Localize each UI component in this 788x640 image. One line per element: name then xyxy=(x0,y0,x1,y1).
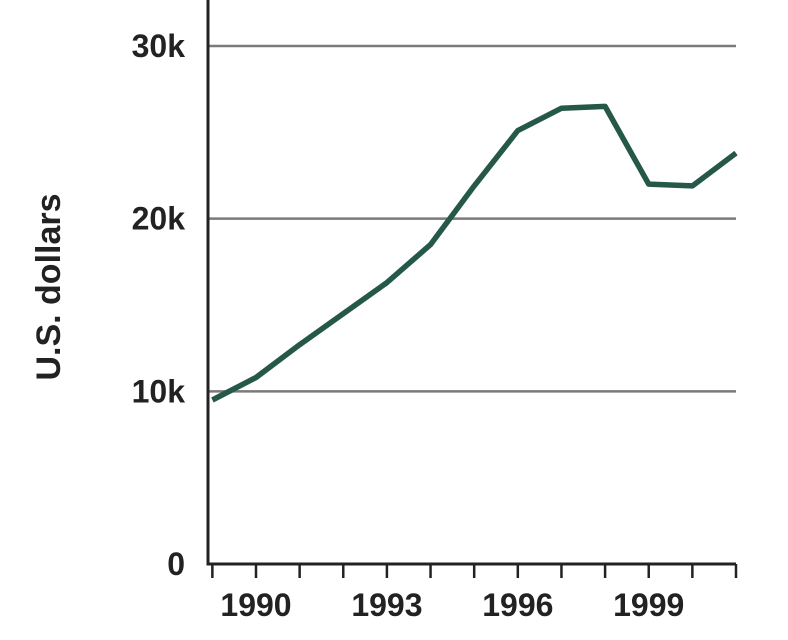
x-tick-marks xyxy=(211,564,738,578)
x-tick-label: 1990 xyxy=(220,587,291,623)
x-tick-labels: 1990 1993 1996 1999 xyxy=(220,587,684,623)
x-tick-label: 1999 xyxy=(613,587,684,623)
y-axis-label: U.S. dollars xyxy=(30,193,68,380)
x-tick-label: 1993 xyxy=(351,587,422,623)
y-tick-labels: 0 10k 20k 30k xyxy=(132,28,186,582)
y-tick-label: 10k xyxy=(132,373,186,409)
y-tick-label: 20k xyxy=(132,201,186,237)
x-tick-label: 1996 xyxy=(482,587,553,623)
y-tick-label: 0 xyxy=(167,546,185,582)
series-line xyxy=(211,103,738,403)
gridlines xyxy=(208,44,736,393)
y-tick-label: 30k xyxy=(132,28,186,64)
series-group xyxy=(211,103,738,403)
